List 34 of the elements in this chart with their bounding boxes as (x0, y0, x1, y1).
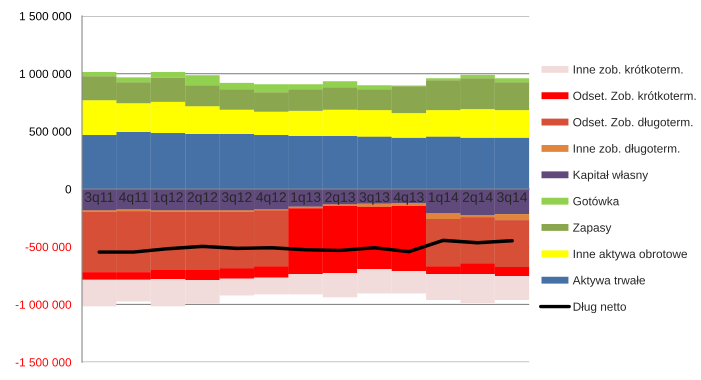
x-tick-label: 1q13 (291, 192, 320, 205)
legend-label: Inne aktywa obrotowe (574, 249, 688, 260)
x-tick-label: 4q13 (394, 192, 424, 205)
y-tick-label: 500 000 (29, 127, 72, 136)
legend-label: Aktywa trwałe (572, 276, 645, 287)
x-tick-label: 2q14 (462, 192, 493, 205)
y-tick-label: 0 (65, 185, 72, 194)
y-tick-label: -1 500 000 (16, 358, 72, 367)
y-tick-label: -1 000 000 (16, 300, 72, 309)
line-series (97, 238, 514, 254)
bar (460, 74, 495, 78)
legend-label: Gotówka (573, 196, 620, 206)
bar (494, 78, 530, 82)
legend-label: Inne zob. krótkoterm. (574, 64, 682, 74)
legend-label: Odset. Zob. krótkoterm. (573, 91, 696, 100)
bar (82, 72, 116, 76)
x-tick-label: 3q13 (360, 192, 390, 205)
x-tick-label: 3q11 (84, 192, 114, 205)
legend-label: Kapitał własny (574, 170, 648, 182)
y-tick-label: 1 500 000 (20, 12, 72, 20)
x-tick-label: 3q14 (497, 192, 528, 205)
legend-label: Dług netto (574, 302, 626, 314)
x-tick-label: 2q12 (188, 192, 218, 205)
x-tick-label: 3q12 (222, 192, 252, 205)
x-tick-label: 4q11 (119, 192, 148, 205)
x-tick-label: 4q12 (256, 192, 286, 205)
x-tick-label: 2q13 (325, 192, 355, 205)
x-tick-label: 1q14 (428, 192, 458, 205)
legend-label: Zapasy (573, 224, 612, 234)
y-tick-label: -500 000 (26, 242, 72, 252)
x-tick-label: 1q12 (154, 192, 183, 205)
legend-label: Inne zob. długoterm. (574, 144, 680, 156)
legend-label: Odset. Zob. długoterm. (573, 118, 692, 129)
y-tick-label: 1 000 000 (20, 70, 72, 78)
